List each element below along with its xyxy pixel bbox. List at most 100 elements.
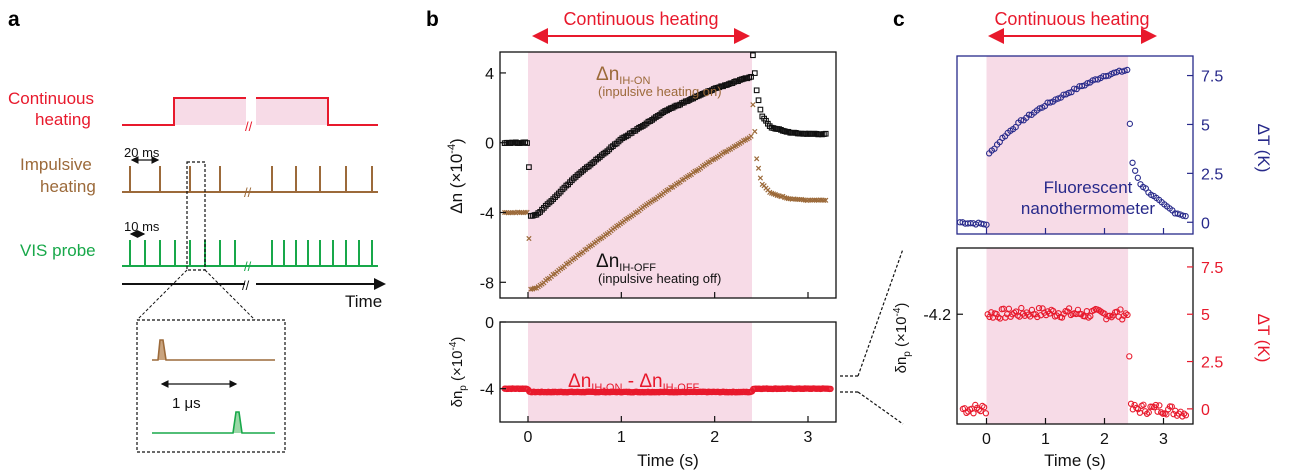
c-bottom-plot-frame [956,247,1194,425]
c-top-point [1132,167,1139,174]
b-top-point [754,156,760,162]
impulsive-break-mark: // [244,185,252,200]
c-bottom-point [982,410,990,417]
c-top-point [1070,85,1078,92]
continuous-heating-waveform: // [122,97,378,134]
c-bottom-point [1064,308,1071,315]
c-bottom-xtick-label: 1 [1041,431,1050,448]
c-bottom-point [1106,312,1113,319]
inset-delay-label: 1 μs [172,395,201,412]
b-top-point [755,97,762,104]
time-axis: // [122,278,386,293]
b-top-axes: -8 -4 0 4 [480,66,809,298]
b-top-point [823,197,829,203]
c-top-data [956,66,1189,228]
c-bottom-ytick-label: 5 [1201,307,1210,324]
c-top-ytick-label: 2.5 [1201,166,1223,183]
c-heating-annotation: Continuous heating [994,9,1149,29]
b-bottom-heating-region [528,322,752,422]
b-heating-annotation: Continuous heating [563,9,718,29]
b-bottom-ytick-label: -4 [480,382,494,399]
b-top-point [755,165,762,171]
b-top-ytick-label: -8 [480,275,494,292]
b-top-point [757,106,764,113]
panel-letter-b: b [426,8,439,31]
c-xlabel: Time (s) [1044,451,1106,470]
c-top-text-2: nanothermometer [1021,199,1156,218]
c-top-point [1078,82,1086,90]
c-bottom-point [1085,314,1092,321]
c-top-point [1052,96,1059,103]
impulsive-heating-label-1: Impulsive [20,155,92,174]
c-top-text-1: Fluorescent [1044,178,1133,197]
c-bottom-point [1126,353,1133,360]
c-top-right-label: ΔT (K) [1254,124,1273,173]
c-top-point [1017,117,1025,124]
b-label-ih-on-desc: (inpulsive heating on) [598,84,722,99]
b-top-point [753,87,760,94]
b-label-ih-on: ΔnIH-ON [596,64,650,87]
c-bottom-xtick-label: 3 [1159,431,1168,448]
b-bottom-xtick-label: 1 [617,429,626,446]
c-bottom-ytick-label: 0 [1201,402,1210,419]
c-bottom-point [1145,409,1152,416]
b-top-point [748,133,754,139]
c-top-ytick-label: 7.5 [1201,69,1223,86]
impulsive-period-label: 20 ms [124,145,160,160]
b-bottom-plot-frame [499,321,837,423]
c-bottom-point [1124,311,1131,318]
c-top-point [1102,73,1110,80]
panel-letter-a: a [8,8,20,31]
timing-inset [136,319,286,453]
c-bottom-point [988,309,995,316]
probe-period-label: 10 ms [124,219,160,234]
b-top-ylabel: Δn (×10-4) [446,138,466,213]
b-bottom-axes: -4 0 0 1 2 3 [480,315,813,446]
connector-upper-diag [857,248,904,377]
c-bottom-left-tick-label: -4.2 [923,307,951,324]
c-top-ytick-label: 5 [1201,117,1210,134]
b-top-point [821,197,827,203]
b-top-point [822,130,829,137]
b-diff-label: ΔnIH-ON - ΔnIH-OFF [568,371,700,394]
c-bottom-point [1050,307,1057,315]
c-bottom-point [1134,406,1142,413]
b-top-ytick-label: 4 [485,66,494,83]
c-top-point [1124,66,1131,74]
b-top-point [522,209,528,215]
c-top-heating-region [986,56,1129,234]
c-bottom-point [1108,314,1115,321]
c-bottom-point [1122,310,1129,317]
c-bottom-point [1103,316,1110,323]
c-bottom-data [959,304,1190,420]
c-top-point [1182,213,1189,220]
zoom-connector-left [136,269,188,321]
c-bottom-point [1005,305,1013,312]
b-top-point [778,193,784,200]
c-top-axes: 0 2.5 5 7.5 [985,69,1223,234]
c-bottom-heating-region [986,248,1129,424]
b-top-point [750,52,756,59]
c-bottom-left-label: δnp (×10-4) [892,303,913,374]
c-bottom-point [1140,401,1147,408]
c-bottom-point [1168,403,1175,410]
c-top-point [1121,67,1128,74]
c-bottom-point [1154,408,1161,415]
c-bottom-point [1163,411,1170,418]
b-top-point [524,140,530,146]
continuous-heating-label-2: heating [35,110,91,129]
b-top-point [531,285,538,291]
b-top-point [526,164,532,170]
continuous-heating-label-1: Continuous [8,89,94,108]
c-bottom-point [1181,410,1188,417]
c-top-point [1065,89,1072,97]
c-top-point [1012,123,1019,131]
c-bottom-point [1119,316,1126,323]
b-bottom-ylabel: δnp (×10-4) [448,337,469,408]
c-bottom-point [1034,313,1041,321]
b-top-plot-frame [499,51,837,299]
c-bottom-point [1065,305,1073,312]
c-top-plot-frame [956,55,1194,235]
b-top-point [752,128,758,135]
